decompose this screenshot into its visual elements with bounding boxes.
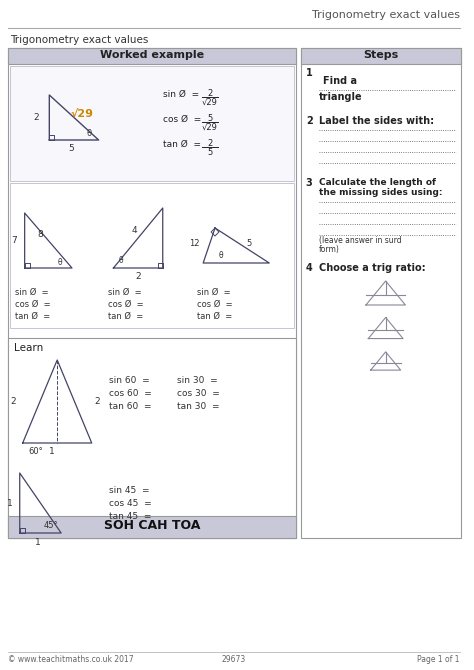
Text: cos 60  =: cos 60 =: [109, 389, 152, 398]
Text: 2: 2: [135, 272, 141, 281]
Bar: [10, 183, 294, 328]
Text: cos Ø  =: cos Ø =: [109, 300, 144, 309]
Bar: [8, 516, 296, 538]
Text: cos Ø  =: cos Ø =: [15, 300, 50, 309]
Text: Learn: Learn: [14, 343, 43, 353]
Text: sin Ø  =: sin Ø =: [197, 288, 231, 297]
Text: 29673: 29673: [222, 655, 246, 664]
Text: sin Ø  =: sin Ø =: [109, 288, 142, 297]
Text: tan 30  =: tan 30 =: [176, 402, 219, 411]
Text: Trigonometry exact values: Trigonometry exact values: [10, 35, 148, 45]
Bar: [8, 48, 296, 538]
Text: 2: 2: [10, 397, 16, 406]
Text: √29: √29: [202, 123, 218, 132]
Text: θ: θ: [219, 251, 223, 259]
Text: sin 30  =: sin 30 =: [176, 376, 217, 385]
Text: 5: 5: [208, 148, 213, 157]
Text: 4: 4: [306, 263, 312, 273]
Text: (leave answer in surd: (leave answer in surd: [319, 236, 401, 245]
Text: tan Ø  =: tan Ø =: [163, 140, 201, 149]
Text: cos 45  =: cos 45 =: [109, 499, 152, 508]
Text: Label the sides with:: Label the sides with:: [319, 116, 434, 126]
Text: 45°: 45°: [44, 521, 59, 529]
Text: 7: 7: [11, 236, 17, 245]
Text: the missing sides using:: the missing sides using:: [319, 188, 442, 197]
Text: θ: θ: [86, 129, 91, 137]
Text: tan Ø  =: tan Ø =: [109, 312, 144, 321]
Text: 1: 1: [35, 538, 40, 547]
Bar: [8, 338, 296, 538]
Text: Find a: Find a: [322, 76, 356, 86]
Text: θ: θ: [58, 257, 63, 267]
Text: 2: 2: [34, 113, 39, 122]
Text: 2: 2: [208, 89, 213, 98]
Text: Steps: Steps: [363, 50, 398, 60]
Bar: [8, 48, 296, 64]
Text: Calculate the length of: Calculate the length of: [319, 178, 436, 187]
Text: √29: √29: [202, 98, 218, 107]
Text: 60°: 60°: [28, 447, 43, 456]
Text: √29: √29: [70, 109, 93, 119]
Text: Page 1 of 1: Page 1 of 1: [417, 655, 460, 664]
Text: 5: 5: [68, 144, 74, 153]
Text: 5: 5: [246, 239, 252, 247]
Bar: [10, 66, 294, 181]
Text: SOH CAH TOA: SOH CAH TOA: [104, 519, 200, 532]
Text: cos Ø  =: cos Ø =: [197, 300, 233, 309]
Text: 3: 3: [306, 178, 312, 188]
Text: 2: 2: [306, 116, 312, 126]
Text: 1: 1: [7, 498, 13, 507]
Text: 4: 4: [131, 226, 137, 234]
Text: Choose a trig ratio:: Choose a trig ratio:: [319, 263, 425, 273]
Text: sin 45  =: sin 45 =: [109, 486, 150, 495]
Text: 1: 1: [48, 447, 54, 456]
Text: triangle: triangle: [319, 92, 362, 102]
Text: tan 45  =: tan 45 =: [109, 512, 152, 521]
Text: 5: 5: [208, 114, 213, 123]
Text: 1: 1: [306, 68, 312, 78]
Text: tan Ø  =: tan Ø =: [15, 312, 50, 321]
Text: sin Ø  =: sin Ø =: [163, 90, 199, 99]
Text: cos Ø  =: cos Ø =: [163, 115, 201, 124]
Text: cos 30  =: cos 30 =: [176, 389, 219, 398]
Text: Trigonometry exact values: Trigonometry exact values: [311, 10, 460, 20]
Text: tan Ø  =: tan Ø =: [197, 312, 233, 321]
Bar: [301, 48, 461, 538]
Text: © www.teachitmaths.co.uk 2017: © www.teachitmaths.co.uk 2017: [8, 655, 134, 664]
Text: Worked example: Worked example: [100, 50, 204, 60]
Text: 8: 8: [37, 230, 43, 239]
Text: 2: 2: [208, 139, 213, 148]
Text: θ: θ: [119, 255, 124, 265]
Text: 12: 12: [189, 239, 199, 247]
Text: tan 60  =: tan 60 =: [109, 402, 152, 411]
Bar: [301, 48, 461, 64]
Text: sin 60  =: sin 60 =: [109, 376, 150, 385]
Text: sin Ø  =: sin Ø =: [15, 288, 48, 297]
Text: form): form): [319, 245, 339, 254]
Text: 2: 2: [95, 397, 100, 406]
